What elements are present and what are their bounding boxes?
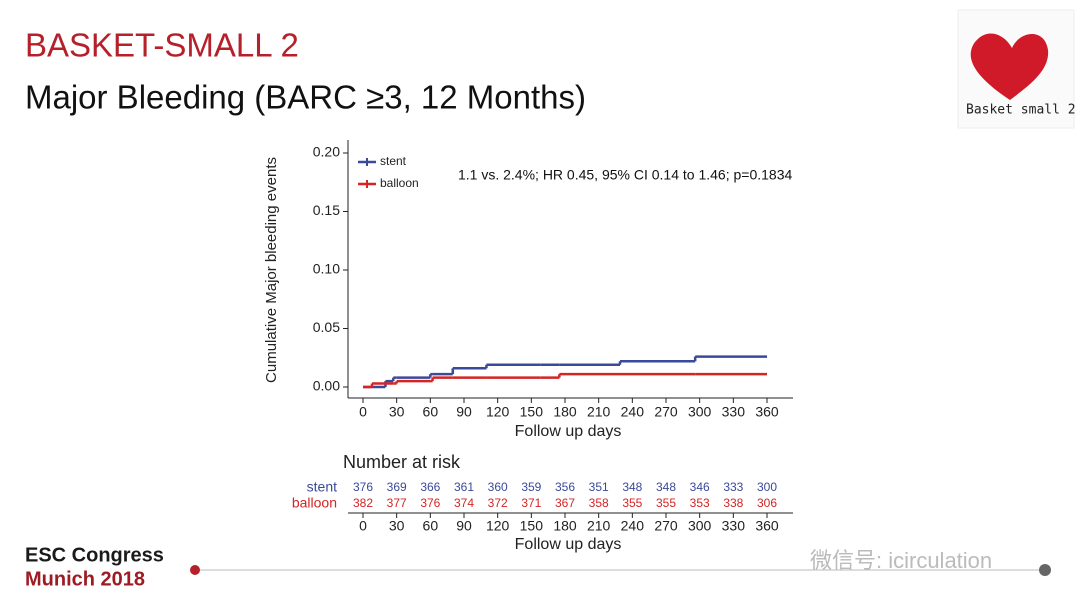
risk-x-tick-label: 150: [520, 518, 544, 534]
x-tick-label: 180: [553, 404, 577, 420]
risk-value: 367: [555, 496, 575, 510]
risk-value: 356: [555, 480, 575, 494]
y-tick-label: 0.00: [313, 378, 340, 394]
risk-value: 333: [723, 480, 743, 494]
x-tick-label: 360: [755, 404, 779, 420]
risk-x-tick-label: 180: [553, 518, 577, 534]
risk-value: 382: [353, 496, 373, 510]
risk-value: 355: [656, 496, 676, 510]
risk-value: 374: [454, 496, 474, 510]
risk-value: 355: [622, 496, 642, 510]
y-tick-label: 0.15: [313, 202, 340, 218]
slide-title: BASKET-SMALL 2: [25, 27, 299, 64]
legend-label: balloon: [380, 176, 419, 190]
risk-value: 348: [622, 480, 642, 494]
risk-x-tick-label: 300: [688, 518, 712, 534]
x-tick-label: 90: [456, 404, 472, 420]
logo-text: Basket small 2: [966, 103, 1076, 118]
risk-value: 371: [521, 496, 541, 510]
risk-x-tick-label: 0: [359, 518, 367, 534]
y-tick-label: 0.10: [313, 261, 340, 277]
risk-value: 358: [589, 496, 609, 510]
risk-value: 338: [723, 496, 743, 510]
logo-heart: [970, 33, 1049, 101]
risk-x-tick-label: 120: [486, 518, 510, 534]
risk-value: 366: [420, 480, 440, 494]
risk-value: 372: [488, 496, 508, 510]
risk-value: 348: [656, 480, 676, 494]
risk-x-tick-label: 60: [423, 518, 439, 534]
risk-value: 351: [589, 480, 609, 494]
risk-value: 376: [353, 480, 373, 494]
x-tick-label: 30: [389, 404, 405, 420]
risk-value: 369: [387, 480, 407, 494]
footer-dot: [1039, 564, 1051, 576]
x-tick-label: 210: [587, 404, 611, 420]
x-tick-label: 270: [654, 404, 678, 420]
footer-line2: Munich 2018: [25, 568, 145, 590]
x-tick-label: 0: [359, 404, 367, 420]
x-tick-label: 300: [688, 404, 712, 420]
risk-value: 300: [757, 480, 777, 494]
risk-value: 361: [454, 480, 474, 494]
risk-value: 306: [757, 496, 777, 510]
risk-value: 346: [690, 480, 710, 494]
x-tick-label: 60: [423, 404, 439, 420]
risk-x-tick-label: 330: [722, 518, 746, 534]
risk-value: 359: [521, 480, 541, 494]
y-tick-label: 0.20: [313, 144, 340, 160]
x-tick-label: 330: [722, 404, 746, 420]
risk-x-tick-label: 360: [755, 518, 779, 534]
watermark: 微信号: icirculation: [810, 548, 992, 573]
x-tick-label: 240: [621, 404, 645, 420]
logo: Basket small 2: [957, 9, 1076, 129]
x-tick-label: 150: [520, 404, 544, 420]
slide-subtitle: Major Bleeding (BARC ≥3, 12 Months): [25, 79, 586, 116]
risk-x-tick-label: 210: [587, 518, 611, 534]
x-axis-label: Follow up days: [515, 423, 622, 440]
risk-title: Number at risk: [343, 452, 461, 472]
risk-row-label: stent: [307, 479, 337, 495]
risk-row-label: balloon: [292, 495, 337, 511]
y-tick-label: 0.05: [313, 319, 340, 335]
footer-dot: [190, 565, 200, 575]
risk-value: 376: [420, 496, 440, 510]
y-axis-label: Cumulative Major bleeding events: [263, 157, 280, 383]
risk-x-tick-label: 240: [621, 518, 645, 534]
annotation: 1.1 vs. 2.4%; HR 0.45, 95% CI 0.14 to 1.…: [458, 167, 792, 183]
risk-x-tick-label: 270: [654, 518, 678, 534]
risk-value: 377: [387, 496, 407, 510]
risk-value: 353: [690, 496, 710, 510]
chart-background: [255, 135, 800, 560]
legend-label: stent: [380, 154, 407, 168]
risk-x-tick-label: 90: [456, 518, 472, 534]
x-tick-label: 120: [486, 404, 510, 420]
risk-x-label: Follow up days: [515, 536, 622, 553]
risk-x-tick-label: 30: [389, 518, 405, 534]
footer-line1: ESC Congress: [25, 544, 164, 566]
risk-value: 360: [488, 480, 508, 494]
